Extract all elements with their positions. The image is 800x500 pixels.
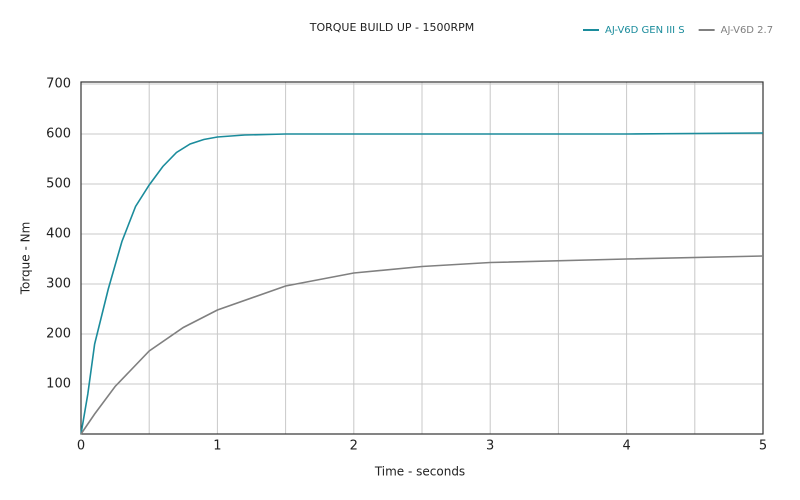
x-tick-label: 1	[213, 439, 221, 454]
legend-label: AJ-V6D GEN III S	[605, 25, 685, 36]
x-tick-label: 4	[622, 439, 630, 454]
y-tick-label: 300	[46, 277, 71, 292]
x-tick-label: 0	[77, 439, 85, 454]
y-tick-label: 200	[46, 327, 71, 342]
y-tick-label: 500	[46, 177, 71, 192]
series-line	[80, 255, 764, 435]
legend-label: AJ-V6D 2.7	[721, 25, 773, 36]
y-axis-label: Torque - Nm	[19, 222, 33, 296]
x-tick-label: 3	[486, 439, 494, 454]
series-line	[80, 132, 764, 435]
chart-title: TORQUE BUILD UP - 1500RPM	[309, 21, 475, 34]
y-tick-label: 600	[46, 127, 71, 142]
x-tick-label: 2	[350, 439, 358, 454]
y-tick-label: 700	[46, 77, 71, 92]
x-axis-label: Time - seconds	[374, 465, 465, 479]
y-tick-label: 400	[46, 227, 71, 242]
x-tick-label: 5	[759, 439, 767, 454]
y-tick-label: 100	[46, 377, 71, 392]
plot-frame	[80, 81, 764, 435]
